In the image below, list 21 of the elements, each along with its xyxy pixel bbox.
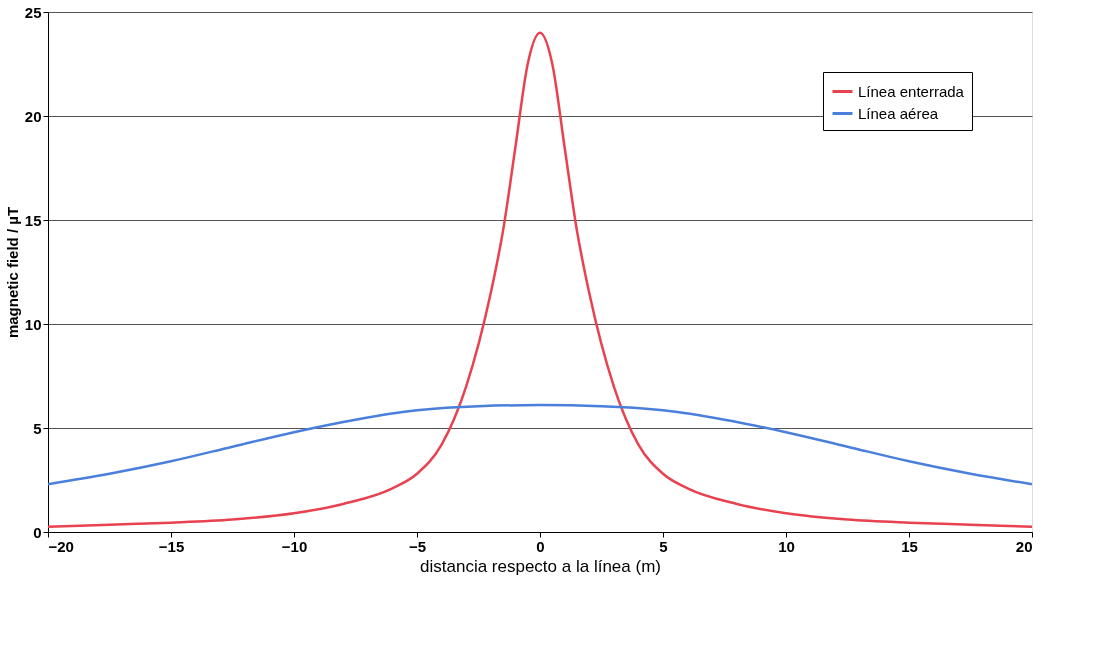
y-tick-label: 5 — [33, 419, 42, 437]
x-tick-label: 5 — [659, 537, 668, 555]
x-axis-title: distancia respecto a la línea (m) — [420, 556, 661, 576]
y-tick-label: 20 — [24, 107, 42, 125]
y-tick-label: 25 — [24, 3, 42, 21]
x-tick-label: 15 — [901, 537, 918, 555]
legend-label: Línea enterrada — [858, 82, 965, 100]
x-tick-label: −15 — [158, 537, 185, 555]
line-series — [46, 31, 1034, 529]
x-tick-label: 10 — [778, 537, 795, 555]
legend-label: Línea aérea — [858, 104, 939, 122]
x-tick-label: 20 — [1015, 537, 1033, 555]
line-series — [46, 403, 1034, 486]
y-axis-title: magnetic field / µT — [3, 206, 21, 339]
x-tick-label: −5 — [408, 537, 427, 555]
y-tick-label: 15 — [24, 211, 42, 229]
y-tick-label: 0 — [33, 523, 42, 541]
x-tick-label: −10 — [281, 537, 308, 555]
y-tick-label: 10 — [24, 315, 42, 333]
x-tick-label: 0 — [536, 537, 545, 555]
x-tick-label: −20 — [48, 537, 74, 555]
